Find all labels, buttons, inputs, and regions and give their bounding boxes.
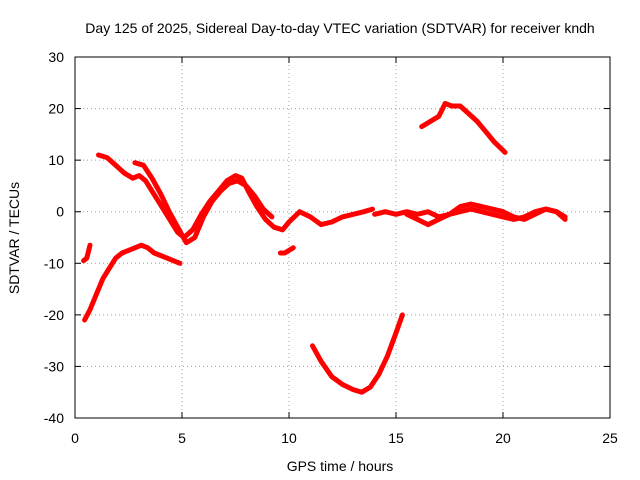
ticks: 0 5 10 15 20 25 -40 -30 -20 -10 0 10 20 30 [44,49,618,446]
x-tick-label: 25 [602,430,618,446]
series-line-arc-4 [132,160,275,246]
x-tick-label: 15 [388,430,404,446]
x-tick-label: 0 [71,430,79,446]
series-line-arc-6 [310,312,405,395]
y-tick-label: -20 [44,307,64,323]
series-line-arc-5 [277,245,296,256]
x-axis-label: GPS time / hours [287,458,394,474]
x-tick-label: 5 [178,430,186,446]
series-line-arc-9 [419,100,508,155]
plot-area [74,56,611,419]
chart-title: Day 125 of 2025, Sidereal Day-to-day VTE… [85,20,594,36]
y-tick-label: 0 [56,204,64,220]
x-tick-label: 10 [281,430,297,446]
y-tick-label: 10 [48,152,64,168]
grid [75,57,610,418]
series-line-arc-1 [81,242,93,264]
y-tick-label: -40 [44,410,64,426]
y-tick-label: 20 [48,101,64,117]
x-tick-label: 20 [495,430,511,446]
y-tick-label: 30 [48,49,64,65]
series-line-arc-2 [82,242,183,323]
y-tick-label: -30 [44,358,64,374]
y-axis-label: SDTVAR / TECUs [6,182,22,294]
y-tick-label: -10 [44,255,64,271]
series-line-arc-3 [96,152,375,240]
series-line-arc-8 [404,201,506,228]
series-line-arc-10 [489,206,568,222]
series-group [81,100,568,395]
